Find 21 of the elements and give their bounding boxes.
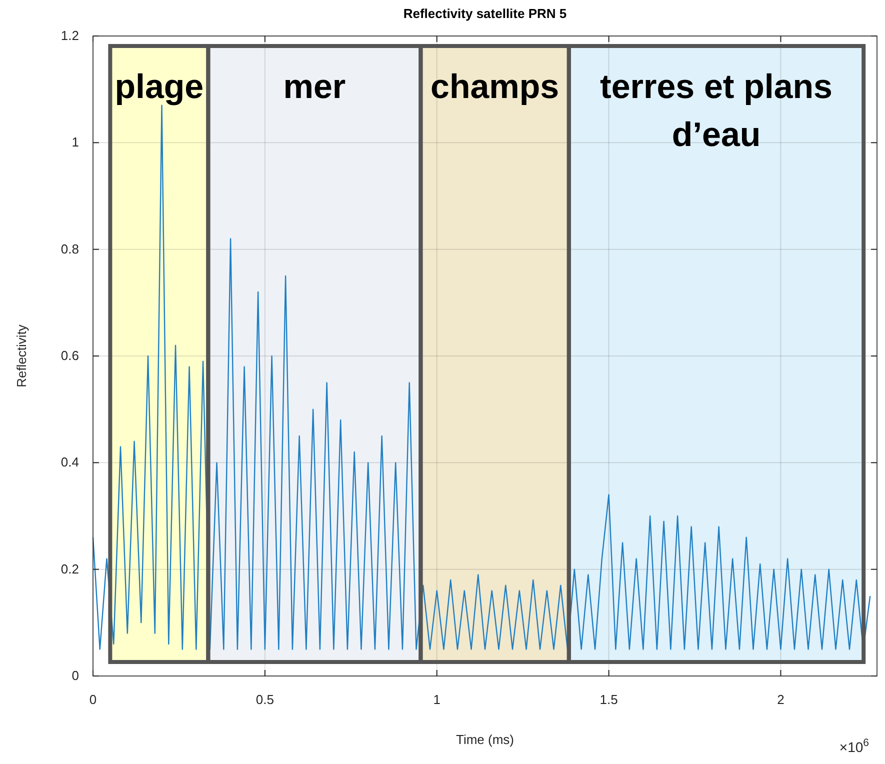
y-tick-label: 0.6: [60, 348, 79, 363]
y-tick-label: 0.2: [60, 561, 79, 576]
band-label: champs: [430, 68, 560, 106]
y-tick-label: 1: [72, 134, 79, 150]
band-label: mer: [283, 68, 346, 106]
y-tick-label: 1.2: [60, 28, 79, 43]
x-tick-label: 0: [89, 692, 97, 707]
y-tick-label: 0: [72, 668, 79, 683]
x-tick-label: 0.5: [256, 692, 274, 707]
y-axis-title: Reflectivity: [14, 324, 29, 388]
band-label: plage: [114, 68, 204, 106]
band-label: terres et plans d’eau: [600, 68, 832, 154]
x-tick-label: 2: [777, 692, 784, 707]
text: ×10$^{6}$: [839, 737, 870, 755]
chart-title: Reflectivity satellite PRN 5: [403, 6, 567, 21]
x-tick-label: 1.5: [600, 692, 618, 707]
x-axis-title: Time (ms): [456, 732, 514, 747]
y-tick-label: 0.8: [60, 241, 79, 256]
x-tick-label: 1: [433, 692, 440, 707]
y-tick-label: 0.4: [60, 454, 79, 470]
line-series: [92, 104, 871, 650]
